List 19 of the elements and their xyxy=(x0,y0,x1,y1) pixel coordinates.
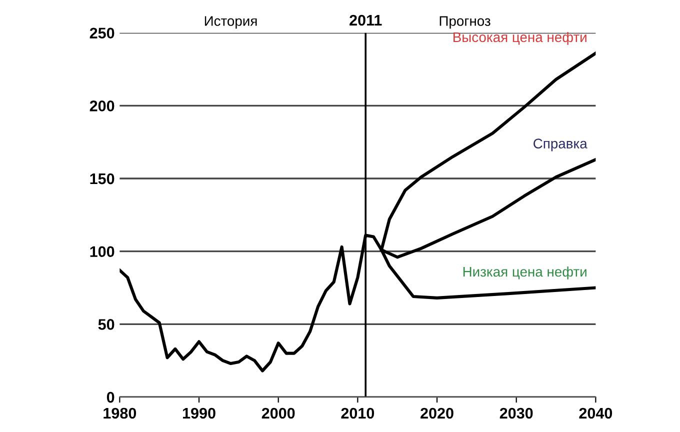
ref-line-label: 2011 xyxy=(350,14,382,26)
x-tick-label: 1990 xyxy=(182,408,216,419)
series-label: Низкая цена нефти xyxy=(463,266,586,280)
x-tick-label: 2040 xyxy=(579,408,612,419)
x-tick-label: 2010 xyxy=(341,408,374,419)
y-tick-label: 50 xyxy=(98,319,114,330)
x-tick-label: 2000 xyxy=(262,408,295,419)
text: Прогноз xyxy=(440,16,490,29)
x-tick-label: 1980 xyxy=(104,408,136,419)
x-tick-label: 2020 xyxy=(420,408,454,419)
x-tick-label: 2030 xyxy=(500,408,533,419)
y-tick-label: 150 xyxy=(90,173,114,184)
series-label: Справка xyxy=(534,138,588,152)
y-tick-label: 100 xyxy=(90,246,114,258)
y-tick-label: 0 xyxy=(106,392,114,403)
series-label: Высокая цена нефти xyxy=(454,32,586,45)
text: История xyxy=(204,16,257,29)
y-tick-label: 250 xyxy=(90,28,114,39)
y-tick-label: 200 xyxy=(90,100,114,112)
